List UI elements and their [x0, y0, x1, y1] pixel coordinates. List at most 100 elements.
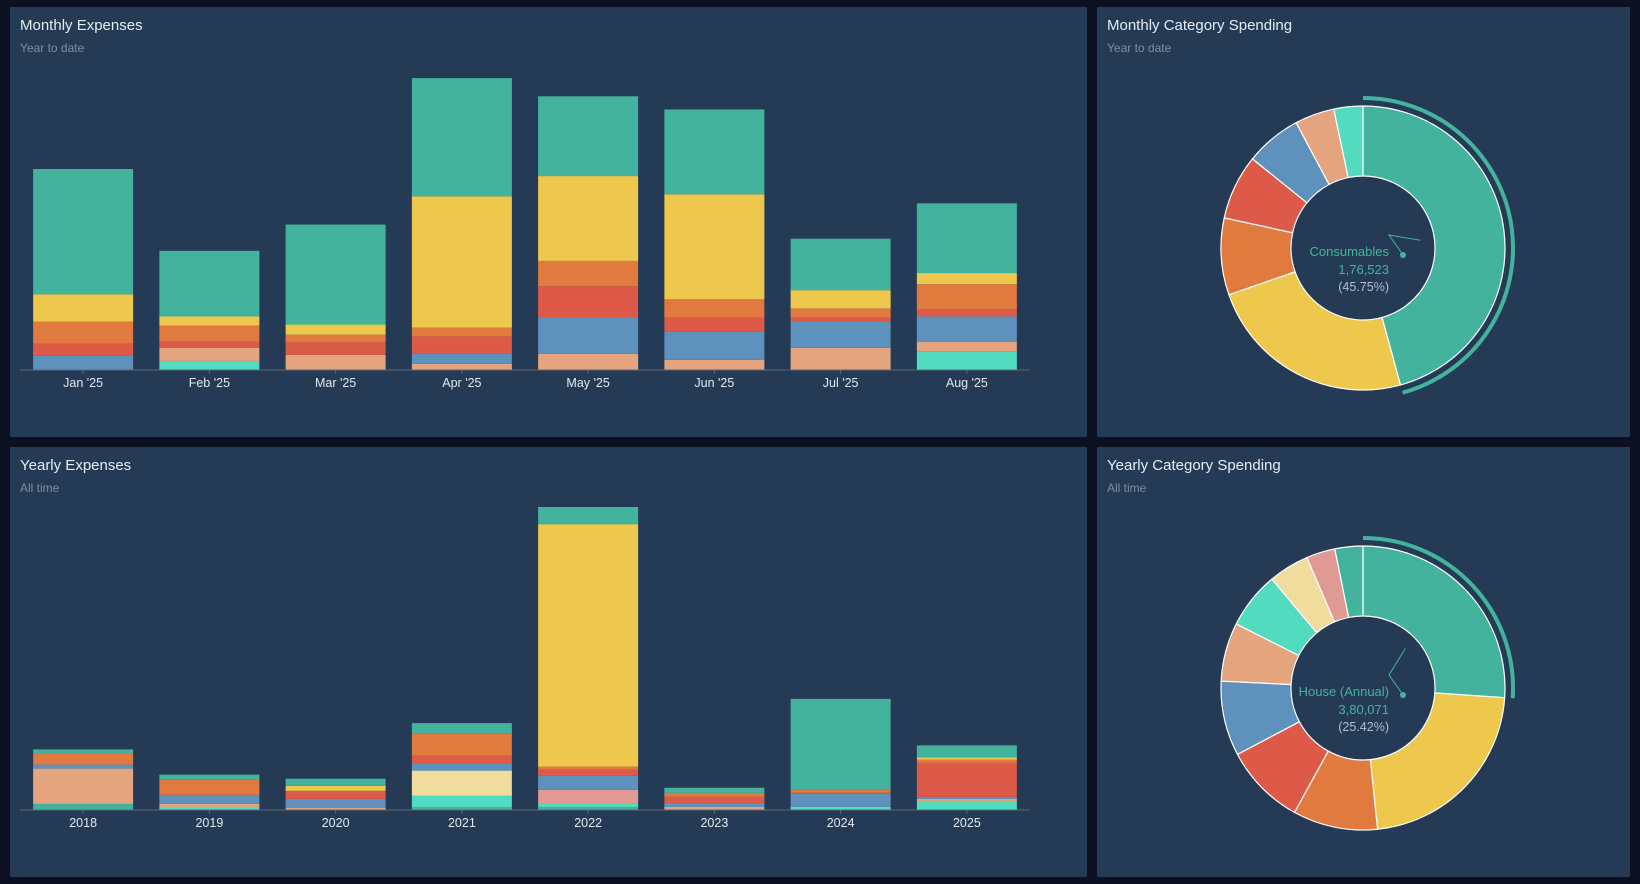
- bar-stack: [411, 78, 512, 370]
- bar-stack: [664, 109, 765, 370]
- bar-segment: [916, 745, 1017, 758]
- bar-segment: [285, 807, 386, 810]
- highlight-arc: [1362, 96, 1515, 395]
- bar-segment: [538, 96, 639, 177]
- donut-slice: [1362, 105, 1506, 386]
- bar-segment: [664, 359, 765, 370]
- bar-segment: [411, 336, 512, 354]
- bar-stack: [285, 778, 386, 810]
- bar-segment: [285, 368, 386, 370]
- x-tick-label: 2022: [574, 816, 602, 830]
- bar-segment: [411, 795, 512, 807]
- x-tick-label: May '25: [566, 376, 609, 390]
- highlight-value: 3,80,071: [1338, 702, 1389, 717]
- bar-segment: [790, 793, 891, 807]
- bar-segment: [790, 789, 891, 793]
- donut-slice: [1362, 545, 1506, 699]
- bar-segment: [538, 507, 639, 525]
- x-tick-label: Mar '25: [315, 376, 356, 390]
- x-tick-label: Feb '25: [189, 376, 230, 390]
- bar-segment: [159, 325, 260, 342]
- bar-segment: [33, 321, 134, 344]
- bar-segment: [790, 806, 891, 810]
- bar-segment: [916, 203, 1017, 274]
- bar-segment: [790, 792, 891, 794]
- bar-segment: [790, 321, 891, 348]
- yearly-category-panel: Yearly Category Spending All time House …: [1097, 447, 1630, 877]
- x-tick-label: 2023: [700, 816, 728, 830]
- bar-segment: [916, 757, 1017, 760]
- panel-subtitle: Year to date: [20, 41, 85, 55]
- bar-segment: [916, 796, 1017, 799]
- bar-segment: [916, 801, 1017, 810]
- bar-segment: [411, 723, 512, 734]
- bar-segment: [411, 733, 512, 756]
- bar-segment: [33, 169, 134, 295]
- bar-segment: [159, 316, 260, 326]
- bar-segment: [790, 238, 891, 291]
- bar-segment: [538, 353, 639, 370]
- bar-segment: [916, 351, 1017, 370]
- label-leader-line: [1387, 234, 1421, 256]
- bar-segment: [790, 308, 891, 318]
- bar-segment: [538, 803, 639, 807]
- bar-segment: [411, 196, 512, 328]
- bar-segment: [285, 324, 386, 335]
- monthly-category-donut: Consumables 1,76,523 (45.75%): [1220, 96, 1515, 395]
- bar-segment: [538, 524, 639, 767]
- panel-title: Yearly Category Spending: [1107, 457, 1281, 474]
- bar-segment: [33, 768, 134, 804]
- yearly-expenses-chart: 2018 2019 2020 2021 2022 2023 2024 2025: [20, 507, 1030, 830]
- bar-segment: [33, 343, 134, 356]
- x-tick-label: Jan '25: [63, 376, 103, 390]
- bar-segment: [664, 792, 765, 797]
- monthly-category-panel: Monthly Category Spending Year to date C…: [1097, 7, 1630, 437]
- bar-segment: [33, 294, 134, 322]
- bar-stack: [916, 745, 1017, 810]
- bar-segment: [538, 769, 639, 776]
- bar-stack: [790, 698, 891, 810]
- x-tick-label: 2020: [322, 816, 350, 830]
- bar-segment: [664, 194, 765, 300]
- bar-segment: [285, 790, 386, 799]
- highlight-name: House (Annual): [1299, 684, 1389, 699]
- label-dot: [1400, 252, 1406, 258]
- donut-slice: [1333, 105, 1364, 179]
- donut-slice: [1334, 545, 1364, 619]
- bar-stack: [33, 749, 134, 810]
- bar-segment: [538, 176, 639, 261]
- bar-segment: [916, 798, 1017, 802]
- highlight-percent: (45.75%): [1338, 280, 1389, 294]
- bar-segment: [538, 286, 639, 318]
- bar-segment: [411, 806, 512, 810]
- bar-segment: [664, 109, 765, 195]
- panel-title: Monthly Expenses: [20, 17, 143, 34]
- x-tick-label: Aug '25: [946, 376, 988, 390]
- bar-segment: [411, 755, 512, 764]
- x-tick-label: Apr '25: [442, 376, 481, 390]
- bar-segment: [411, 353, 512, 364]
- bar-segment: [664, 806, 765, 810]
- bar-segment: [33, 764, 134, 769]
- bar-segment: [916, 273, 1017, 285]
- bar-stack: [538, 96, 639, 370]
- bar-segment: [538, 806, 639, 810]
- bar-segment: [916, 762, 1017, 797]
- bar-segment: [916, 759, 1017, 763]
- bar-segment: [285, 342, 386, 355]
- x-tick-label: Jul '25: [823, 376, 859, 390]
- bar-segment: [411, 327, 512, 337]
- bar-stack: [33, 169, 134, 370]
- bar-segment: [33, 803, 134, 810]
- highlight-percent: (25.42%): [1338, 720, 1389, 734]
- bar-segment: [159, 806, 260, 810]
- bar-stack: [159, 774, 260, 810]
- panel-title: Yearly Expenses: [20, 457, 132, 474]
- bar-segment: [790, 290, 891, 309]
- bar-segment: [538, 789, 639, 804]
- x-tick-label: 2021: [448, 816, 476, 830]
- x-tick-label: 2025: [953, 816, 981, 830]
- bar-segment: [159, 347, 260, 361]
- bar-segment: [411, 770, 512, 796]
- bar-segment: [916, 316, 1017, 342]
